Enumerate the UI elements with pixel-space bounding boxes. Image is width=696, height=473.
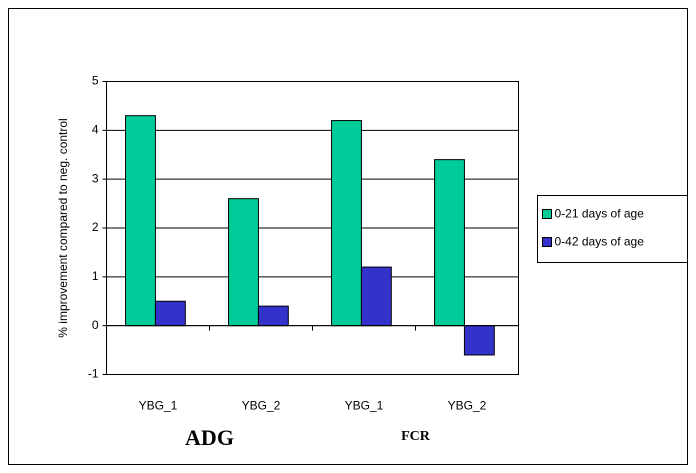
bar [228,198,259,327]
y-tick-label: 0 [92,318,99,332]
bar [154,300,186,327]
y-tick-label: 5 [92,74,99,88]
x-tick-label: YBG_1 [345,399,384,413]
y-tick-label: 3 [92,171,99,185]
legend-box [537,195,688,263]
y-tick-label: -1 [88,367,99,381]
bar [125,115,156,327]
bar [257,305,289,327]
y-tick-label: 4 [92,123,99,137]
y-tick-label: 1 [92,269,99,283]
bar [331,120,362,327]
legend-label: 0-42 days of age [555,235,645,249]
y-axis-label: % improvement compared to neg. control [56,118,70,337]
x-tick-label: YBG_1 [139,399,178,413]
bar [463,325,495,356]
y-tick-label: 2 [92,220,99,234]
legend-swatch [542,209,552,219]
bar [360,266,392,327]
group-label: FCR [401,429,431,444]
group-label: ADG [185,425,234,450]
x-tick-label: YBG_2 [242,399,281,413]
bar [434,159,465,327]
legend-label: 0-21 days of age [555,207,645,221]
x-tick-label: YBG_2 [448,399,487,413]
legend-swatch [542,237,552,247]
